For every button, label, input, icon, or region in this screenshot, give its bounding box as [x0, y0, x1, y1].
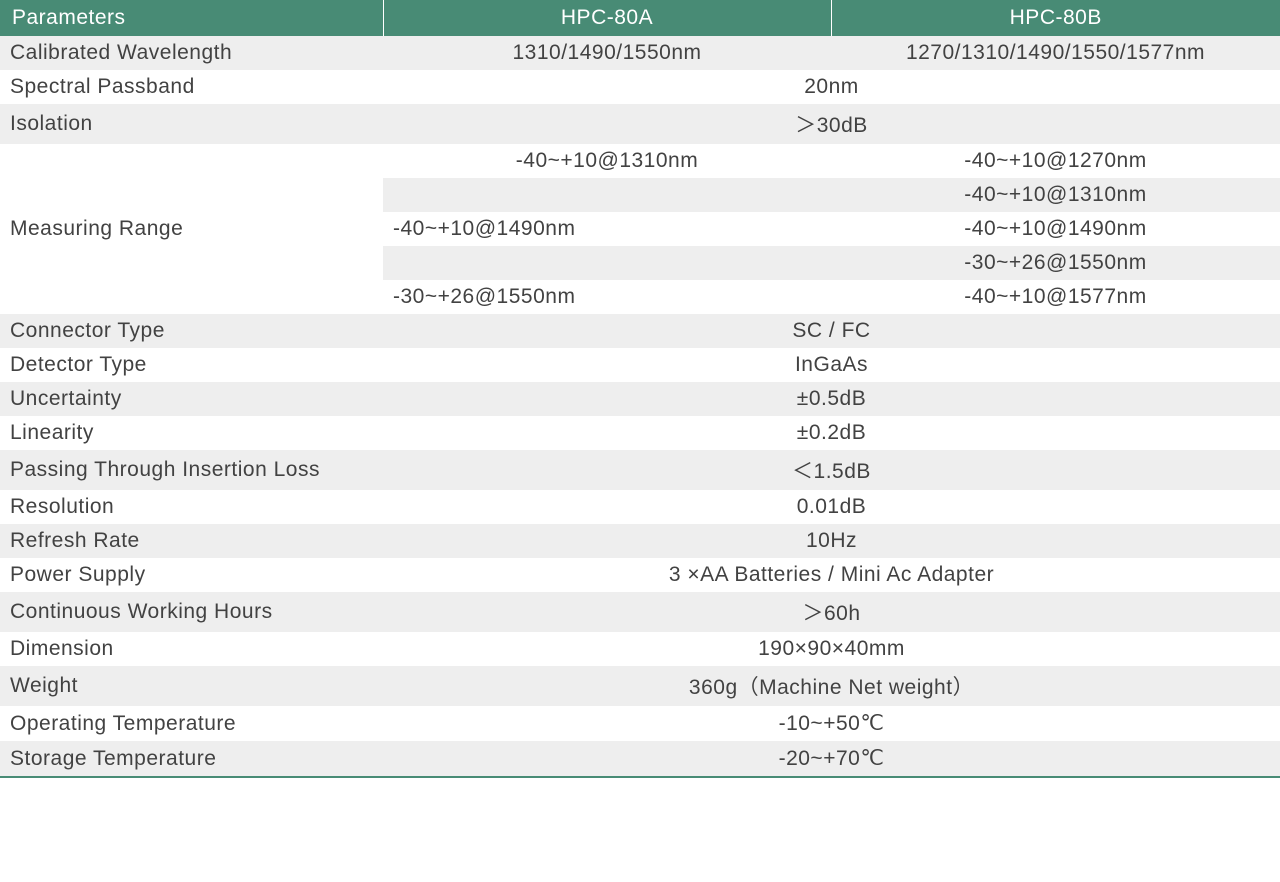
value-b: -40~+10@1490nm	[831, 212, 1280, 246]
value-merged: ＞30dB	[383, 104, 1280, 144]
value-merged: 360g（Machine Net weight）	[383, 666, 1280, 706]
param-label: Weight	[0, 666, 383, 706]
param-label: Resolution	[0, 490, 383, 524]
param-label: Connector Type	[0, 314, 383, 348]
row-storage-temp: Storage Temperature -20~+70℃	[0, 741, 1280, 777]
param-label: Dimension	[0, 632, 383, 666]
value-a: -40~+10@1490nm	[383, 212, 831, 246]
value-b: -40~+10@1577nm	[831, 280, 1280, 314]
row-detector-type: Detector Type InGaAs	[0, 348, 1280, 382]
value-merged: ±0.2dB	[383, 416, 1280, 450]
value-a: -30~+26@1550nm	[383, 280, 831, 314]
row-calibrated-wavelength: Calibrated Wavelength 1310/1490/1550nm 1…	[0, 36, 1280, 70]
value-merged: InGaAs	[383, 348, 1280, 382]
row-linearity: Linearity ±0.2dB	[0, 416, 1280, 450]
value-merged: ＞60h	[383, 592, 1280, 632]
param-label: Continuous Working Hours	[0, 592, 383, 632]
value-a: 1310/1490/1550nm	[383, 36, 831, 70]
row-weight: Weight 360g（Machine Net weight）	[0, 666, 1280, 706]
value-b: -30~+26@1550nm	[831, 246, 1280, 280]
value-a: -40~+10@1310nm	[383, 144, 831, 178]
param-label: Detector Type	[0, 348, 383, 382]
param-label: Measuring Range	[0, 144, 383, 314]
param-label: Refresh Rate	[0, 524, 383, 558]
row-connector-type: Connector Type SC / FC	[0, 314, 1280, 348]
value-merged: ＜1.5dB	[383, 450, 1280, 490]
param-label: Spectral Passband	[0, 70, 383, 104]
param-label: Calibrated Wavelength	[0, 36, 383, 70]
param-label: Isolation	[0, 104, 383, 144]
value-b: 1270/1310/1490/1550/1577nm	[831, 36, 1280, 70]
row-spectral-passband: Spectral Passband 20nm	[0, 70, 1280, 104]
value-merged: 190×90×40mm	[383, 632, 1280, 666]
param-label: Storage Temperature	[0, 741, 383, 777]
value-a	[383, 178, 831, 212]
value-b: -40~+10@1310nm	[831, 178, 1280, 212]
row-power-supply: Power Supply 3 ×AA Batteries / Mini Ac A…	[0, 558, 1280, 592]
value-merged: 20nm	[383, 70, 1280, 104]
row-isolation: Isolation ＞30dB	[0, 104, 1280, 144]
spec-table: Parameters HPC-80A HPC-80B Calibrated Wa…	[0, 0, 1280, 778]
param-label: Operating Temperature	[0, 706, 383, 741]
row-dimension: Dimension 190×90×40mm	[0, 632, 1280, 666]
value-merged: ±0.5dB	[383, 382, 1280, 416]
row-uncertainty: Uncertainty ±0.5dB	[0, 382, 1280, 416]
value-b: -40~+10@1270nm	[831, 144, 1280, 178]
header-model-b: HPC-80B	[831, 0, 1280, 36]
row-refresh-rate: Refresh Rate 10Hz	[0, 524, 1280, 558]
value-merged: 3 ×AA Batteries / Mini Ac Adapter	[383, 558, 1280, 592]
param-label: Linearity	[0, 416, 383, 450]
param-label: Power Supply	[0, 558, 383, 592]
header-row: Parameters HPC-80A HPC-80B	[0, 0, 1280, 36]
row-passing-through: Passing Through Insertion Loss ＜1.5dB	[0, 450, 1280, 490]
row-measuring-range-1: Measuring Range -40~+10@1310nm -40~+10@1…	[0, 144, 1280, 178]
value-merged: -20~+70℃	[383, 741, 1280, 777]
value-merged: -10~+50℃	[383, 706, 1280, 741]
header-model-a: HPC-80A	[383, 0, 831, 36]
value-merged: 0.01dB	[383, 490, 1280, 524]
header-parameters: Parameters	[0, 0, 383, 36]
value-merged: SC / FC	[383, 314, 1280, 348]
row-operating-temp: Operating Temperature -10~+50℃	[0, 706, 1280, 741]
row-resolution: Resolution 0.01dB	[0, 490, 1280, 524]
param-label: Uncertainty	[0, 382, 383, 416]
row-continuous-working: Continuous Working Hours ＞60h	[0, 592, 1280, 632]
value-a	[383, 246, 831, 280]
value-merged: 10Hz	[383, 524, 1280, 558]
param-label: Passing Through Insertion Loss	[0, 450, 383, 490]
